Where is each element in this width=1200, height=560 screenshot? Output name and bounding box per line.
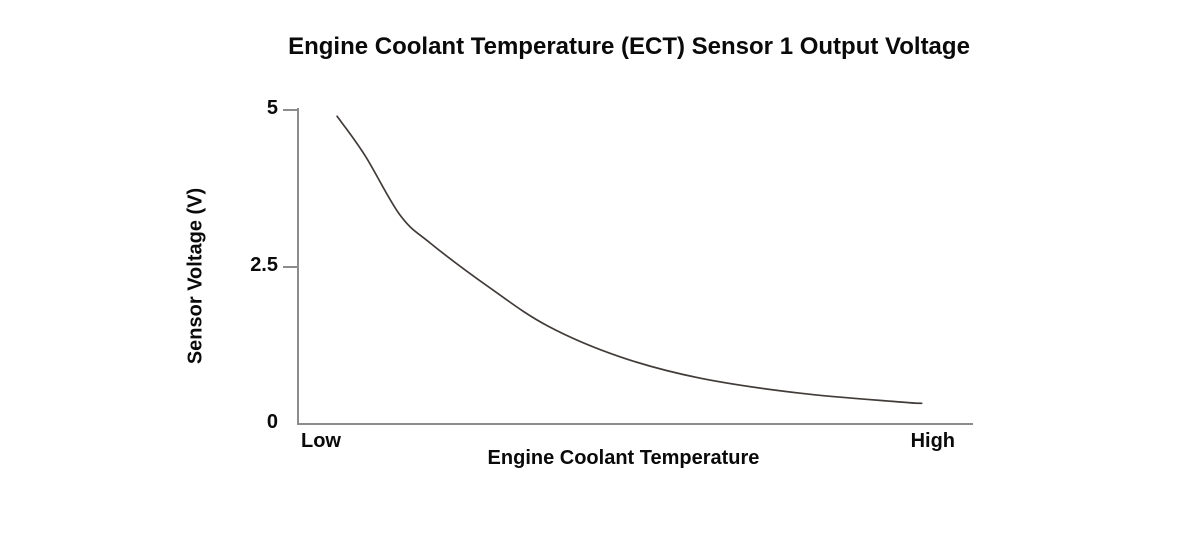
y-axis-tick-marks	[283, 109, 297, 268]
y-axis-tick-label: 0	[266, 411, 278, 433]
y-axis-tick-label: 5	[266, 97, 278, 119]
ect-voltage-curve	[336, 115, 923, 405]
chart-title: Engine Coolant Temperature (ECT) Sensor …	[288, 33, 970, 60]
x-tick-label-high: High	[910, 430, 955, 452]
x-tick-label-low: Low	[301, 430, 341, 452]
y-axis-tick-label: 2.5	[250, 254, 278, 276]
x-axis-title: Engine Coolant Temperature	[487, 447, 760, 469]
